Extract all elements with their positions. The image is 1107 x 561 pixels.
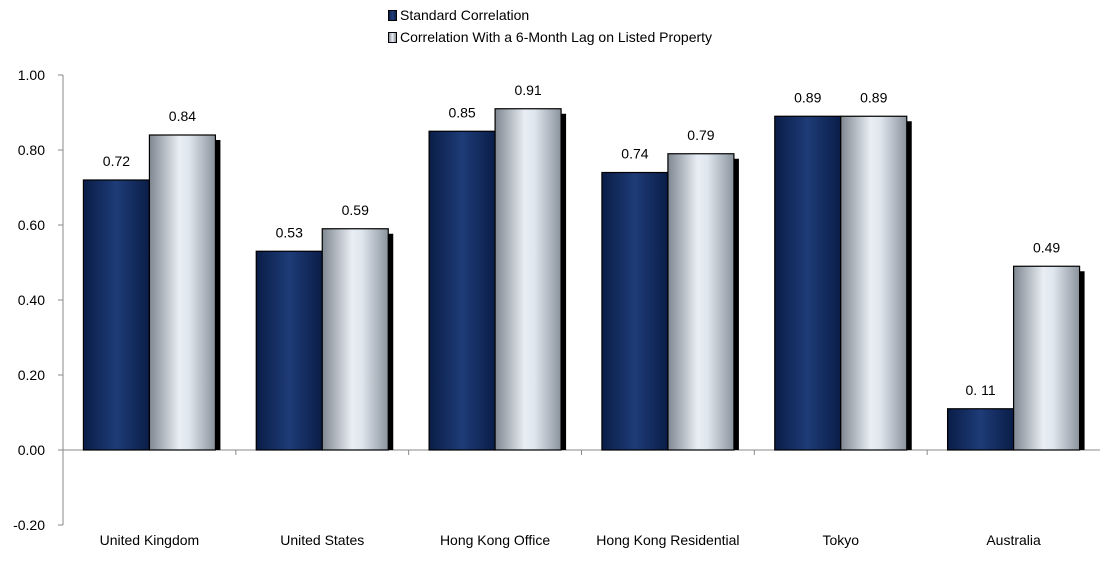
bar-lag xyxy=(321,228,389,451)
y-tick-label: 0.00 xyxy=(18,442,45,458)
y-tick-label: 1.00 xyxy=(18,67,45,83)
bar-standard xyxy=(601,171,669,451)
x-tick-label: Australia xyxy=(986,532,1041,548)
data-label-standard: 0.85 xyxy=(448,104,475,120)
data-label-standard: 0. 11 xyxy=(966,382,996,398)
x-tick-label: United States xyxy=(280,532,364,548)
legend-label-lag: Correlation With a 6-Month Lag on Listed… xyxy=(400,29,713,45)
bar-standard xyxy=(428,130,496,451)
legend: Standard Correlation Correlation With a … xyxy=(388,4,712,48)
legend-swatch-standard xyxy=(388,9,397,21)
legend-item-standard: Standard Correlation xyxy=(388,4,712,26)
data-label-standard: 0.74 xyxy=(621,146,648,162)
y-tick-label: 0.80 xyxy=(18,142,45,158)
bar-lag xyxy=(840,115,908,451)
y-tick-label: 0.20 xyxy=(18,367,45,383)
legend-item-lag: Correlation With a 6-Month Lag on Listed… xyxy=(388,26,712,48)
data-label-lag: 0.49 xyxy=(1033,239,1060,255)
bar-standard xyxy=(82,179,151,451)
bar-standard xyxy=(255,250,323,451)
x-tick-label: Hong Kong Residential xyxy=(596,532,739,548)
bar-lag xyxy=(1012,265,1081,451)
bar-standard xyxy=(774,115,842,451)
data-label-lag: 0.79 xyxy=(687,127,714,143)
data-label-lag: 0.59 xyxy=(342,202,369,218)
x-tick-label: Hong Kong Office xyxy=(440,532,550,548)
bar-standard xyxy=(946,408,1015,451)
data-label-standard: 0.53 xyxy=(276,224,303,240)
data-label-lag: 0.91 xyxy=(514,82,541,98)
data-label-standard: 0.89 xyxy=(794,89,821,105)
legend-label-standard: Standard Correlation xyxy=(400,7,530,23)
data-label-lag: 0.84 xyxy=(169,108,196,124)
x-tick-label: United Kingdom xyxy=(100,532,200,548)
y-tick-label: -0.20 xyxy=(13,517,45,533)
bar-lag xyxy=(148,134,217,451)
bar-lag xyxy=(667,153,735,451)
bar-lag xyxy=(494,108,562,451)
data-label-lag: 0.89 xyxy=(860,89,887,105)
y-tick-label: 0.40 xyxy=(18,292,45,308)
data-label-standard: 0.72 xyxy=(103,153,130,169)
legend-swatch-lag xyxy=(388,31,397,43)
y-tick-label: 0.60 xyxy=(18,217,45,233)
x-tick-label: Tokyo xyxy=(822,532,859,548)
